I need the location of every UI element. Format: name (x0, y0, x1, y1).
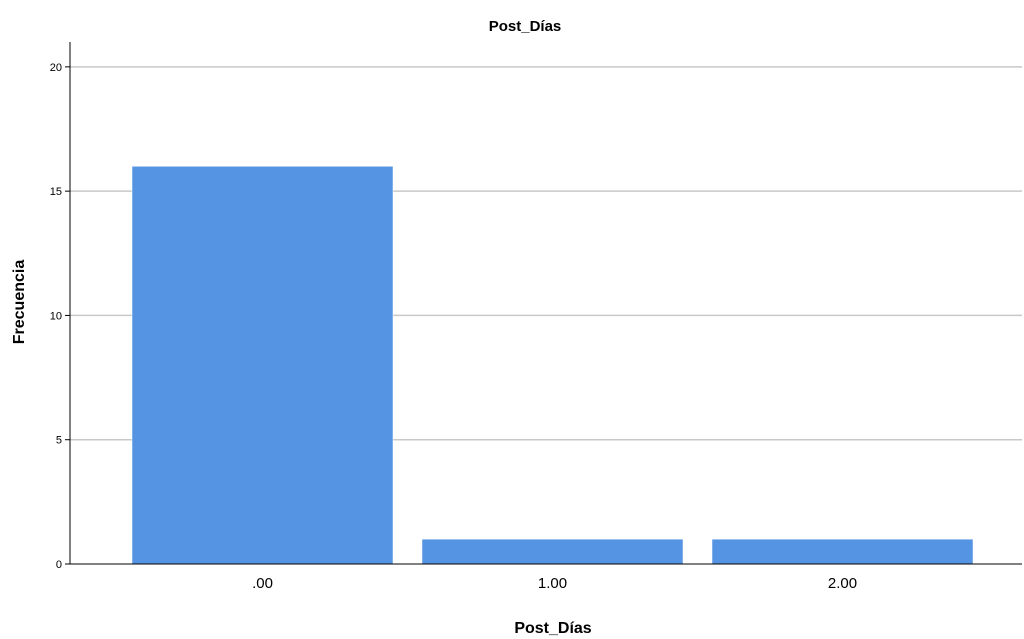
x-tick-label: .00 (252, 575, 273, 592)
y-tick-label: 15 (50, 186, 62, 198)
x-tick-label: 2.00 (828, 575, 857, 592)
y-tick-label: 5 (56, 435, 62, 447)
bar (131, 166, 394, 565)
bars (131, 166, 974, 565)
bar (421, 538, 684, 565)
y-tick-label: 10 (50, 310, 62, 322)
x-tick-labels: .00 1.00 2.00 (252, 575, 857, 592)
x-tick-label: 1.00 (538, 575, 567, 592)
y-tick-label: 20 (50, 62, 62, 74)
x-axis-title: Post_Días (514, 620, 591, 637)
y-tick-label: 0 (56, 559, 62, 571)
y-tick-labels: 0 5 10 15 20 (50, 62, 70, 571)
y-axis-title: Frecuencia (11, 260, 28, 345)
bar (711, 538, 974, 565)
chart-title: Post_Días (489, 18, 562, 35)
